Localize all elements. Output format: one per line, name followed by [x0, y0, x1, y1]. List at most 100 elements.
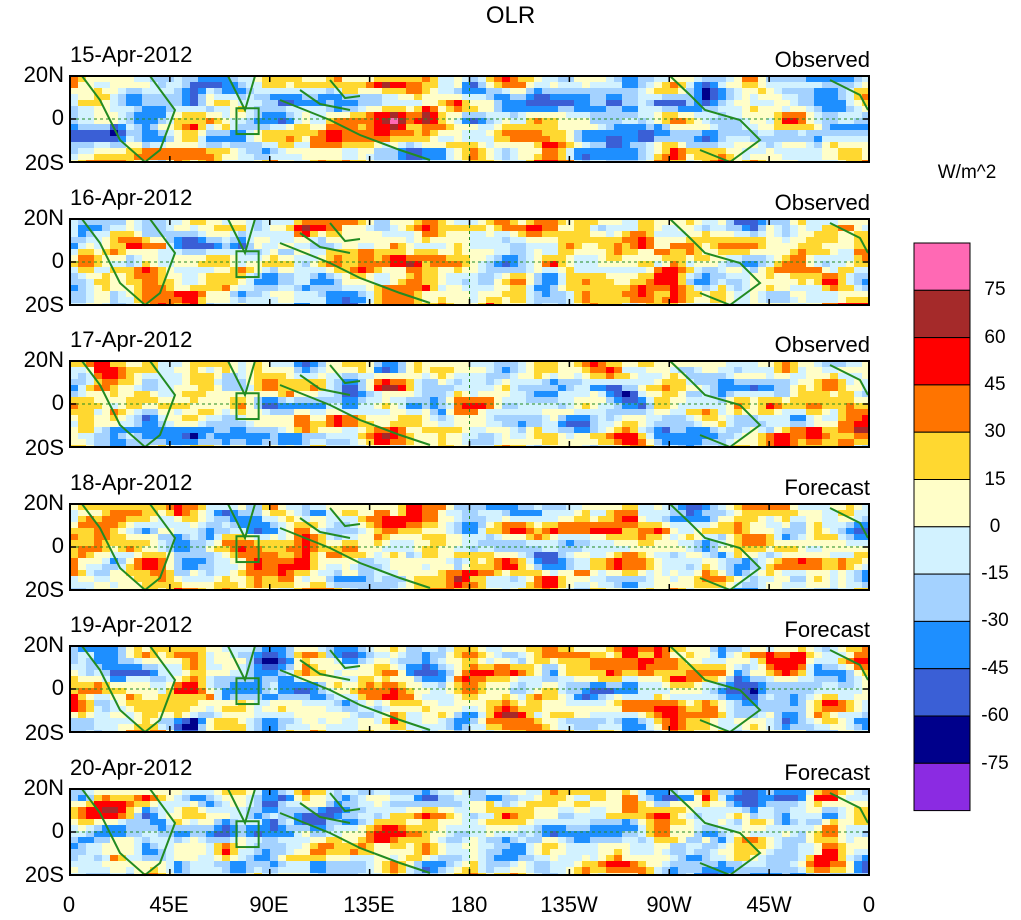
- olr-cell: [174, 403, 183, 410]
- olr-cell: [126, 403, 135, 410]
- olr-cell: [654, 118, 663, 125]
- olr-cell: [430, 373, 439, 380]
- olr-cell: [190, 142, 199, 149]
- olr-cell: [550, 385, 559, 392]
- olr-cell: [862, 106, 870, 113]
- olr-cell: [854, 106, 863, 113]
- olr-cell: [438, 291, 447, 298]
- olr-cell: [694, 285, 703, 292]
- olr-cell: [414, 136, 423, 143]
- olr-cell: [310, 267, 319, 274]
- olr-cell: [238, 291, 247, 298]
- olr-cell: [222, 522, 231, 529]
- olr-cell: [486, 415, 495, 422]
- olr-cell: [854, 94, 863, 101]
- olr-cell: [774, 130, 783, 137]
- olr-cell: [598, 522, 607, 529]
- olr-cell: [206, 100, 215, 107]
- olr-cell: [726, 106, 735, 113]
- olr-cell: [630, 82, 639, 89]
- olr-cell: [222, 504, 231, 511]
- olr-cell: [366, 510, 375, 517]
- olr-cell: [214, 130, 223, 137]
- olr-cell: [78, 291, 87, 298]
- olr-cell: [78, 516, 87, 523]
- olr-cell: [694, 427, 703, 434]
- olr-cell: [550, 76, 559, 83]
- olr-cell: [110, 361, 119, 368]
- olr-cell: [270, 439, 279, 446]
- olr-cell: [478, 273, 487, 280]
- olr-cell: [358, 136, 367, 143]
- olr-cell: [694, 255, 703, 262]
- olr-cell: [294, 237, 303, 244]
- olr-cell: [142, 249, 151, 256]
- olr-cell: [214, 279, 223, 286]
- olr-cell: [286, 106, 295, 113]
- olr-cell: [102, 142, 111, 149]
- olr-cell: [622, 219, 631, 226]
- olr-cell: [838, 112, 847, 119]
- olr-cell: [78, 219, 87, 226]
- olr-cell: [638, 136, 647, 143]
- olr-cell: [294, 297, 303, 304]
- olr-cell: [718, 231, 727, 238]
- olr-cell: [430, 255, 439, 262]
- olr-cell: [70, 427, 79, 434]
- olr-cell: [422, 297, 431, 304]
- olr-cell: [430, 100, 439, 107]
- olr-cell: [94, 136, 103, 143]
- olr-cell: [534, 297, 543, 304]
- olr-cell: [230, 130, 239, 137]
- olr-cell: [622, 249, 631, 256]
- olr-cell: [422, 231, 431, 238]
- olr-cell: [862, 409, 870, 416]
- olr-cell: [462, 273, 471, 280]
- olr-cell: [782, 403, 791, 410]
- olr-cell: [158, 397, 167, 404]
- olr-cell: [614, 82, 623, 89]
- olr-cell: [382, 279, 391, 286]
- olr-cell: [350, 373, 359, 380]
- olr-cell: [862, 285, 870, 292]
- olr-cell: [102, 291, 111, 298]
- olr-cell: [246, 421, 255, 428]
- olr-cell: [286, 504, 295, 511]
- olr-cell: [822, 367, 831, 374]
- olr-cell: [470, 124, 479, 131]
- olr-cell: [622, 504, 631, 511]
- olr-cell: [646, 409, 655, 416]
- olr-cell: [558, 106, 567, 113]
- olr-cell: [678, 504, 687, 511]
- olr-cell: [86, 504, 95, 511]
- olr-cell: [526, 142, 535, 149]
- olr-cell: [166, 373, 175, 380]
- olr-cell: [382, 421, 391, 428]
- olr-cell: [150, 249, 159, 256]
- olr-cell: [502, 516, 511, 523]
- olr-cell: [574, 88, 583, 95]
- olr-cell: [206, 285, 215, 292]
- olr-cell: [526, 154, 535, 161]
- olr-cell: [694, 361, 703, 368]
- olr-cell: [326, 88, 335, 95]
- olr-cell: [526, 118, 535, 125]
- olr-cell: [798, 516, 807, 523]
- olr-cell: [726, 297, 735, 304]
- olr-cell: [254, 516, 263, 523]
- olr-cell: [678, 154, 687, 161]
- olr-cell: [534, 403, 543, 410]
- olr-cell: [646, 100, 655, 107]
- olr-cell: [510, 219, 519, 226]
- olr-cell: [430, 112, 439, 119]
- olr-cell: [502, 291, 511, 298]
- olr-cell: [142, 243, 151, 250]
- olr-cell: [838, 267, 847, 274]
- olr-cell: [550, 361, 559, 368]
- olr-cell: [270, 100, 279, 107]
- olr-cell: [646, 439, 655, 446]
- olr-cell: [174, 136, 183, 143]
- olr-cell: [678, 433, 687, 440]
- olr-cell: [182, 297, 191, 304]
- olr-cell: [590, 130, 599, 137]
